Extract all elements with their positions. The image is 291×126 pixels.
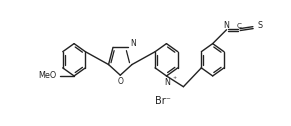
Text: S: S bbox=[257, 21, 262, 30]
Text: C: C bbox=[236, 23, 241, 29]
Text: Br⁻: Br⁻ bbox=[155, 97, 171, 106]
Text: ⁺: ⁺ bbox=[172, 75, 176, 84]
Text: O: O bbox=[117, 77, 123, 86]
Text: N: N bbox=[223, 21, 230, 30]
Text: N: N bbox=[164, 78, 170, 87]
Text: MeO: MeO bbox=[38, 71, 56, 80]
Text: N: N bbox=[130, 39, 136, 48]
